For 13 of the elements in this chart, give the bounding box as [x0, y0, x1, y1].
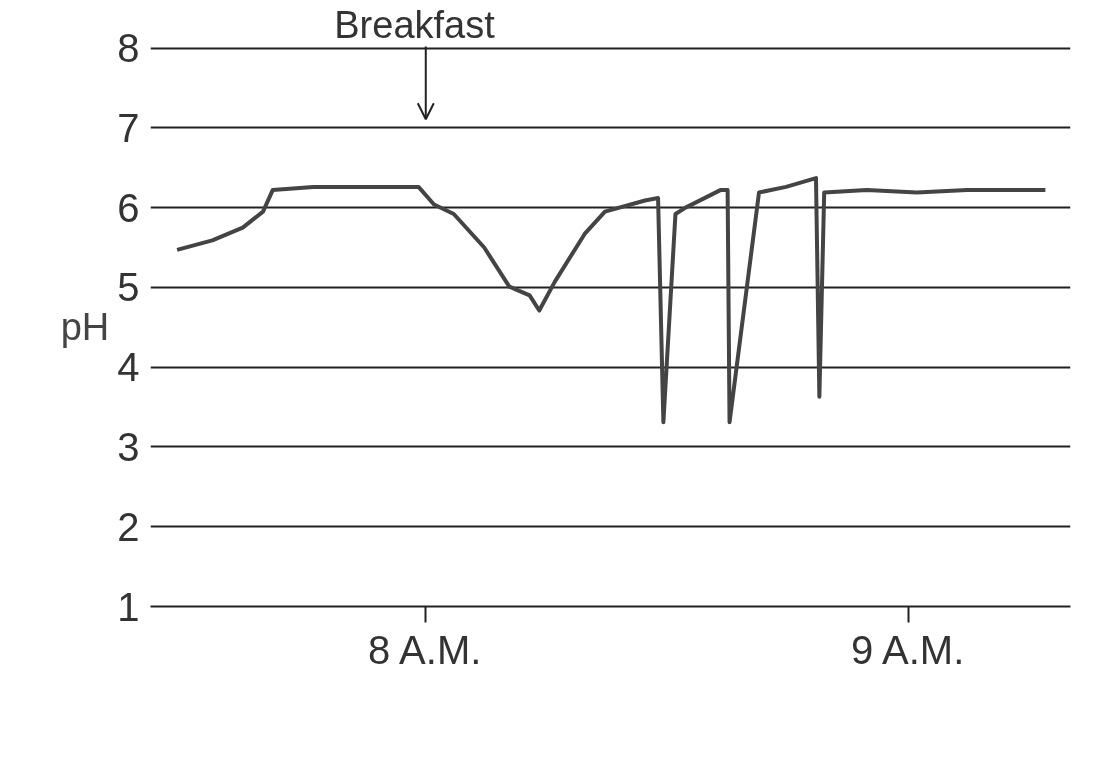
text: Breakfast — [334, 3, 496, 46]
line-series — [175, 176, 1048, 425]
y-tick-label: 8 — [117, 26, 140, 71]
y-tick-label: 4 — [117, 345, 140, 390]
y-tick-label: 7 — [117, 105, 140, 150]
y-axis-title: pH — [60, 305, 110, 348]
y-tick-label: 6 — [117, 185, 140, 230]
x-tick-label: 9 A.M. — [850, 627, 965, 672]
y-tick-label: 1 — [117, 584, 140, 629]
y-tick-label: 3 — [117, 424, 140, 469]
y-tick-label: 5 — [117, 265, 140, 310]
x-tick-label: 8 A.M. — [367, 627, 482, 672]
y-tick-label: 2 — [117, 504, 140, 549]
